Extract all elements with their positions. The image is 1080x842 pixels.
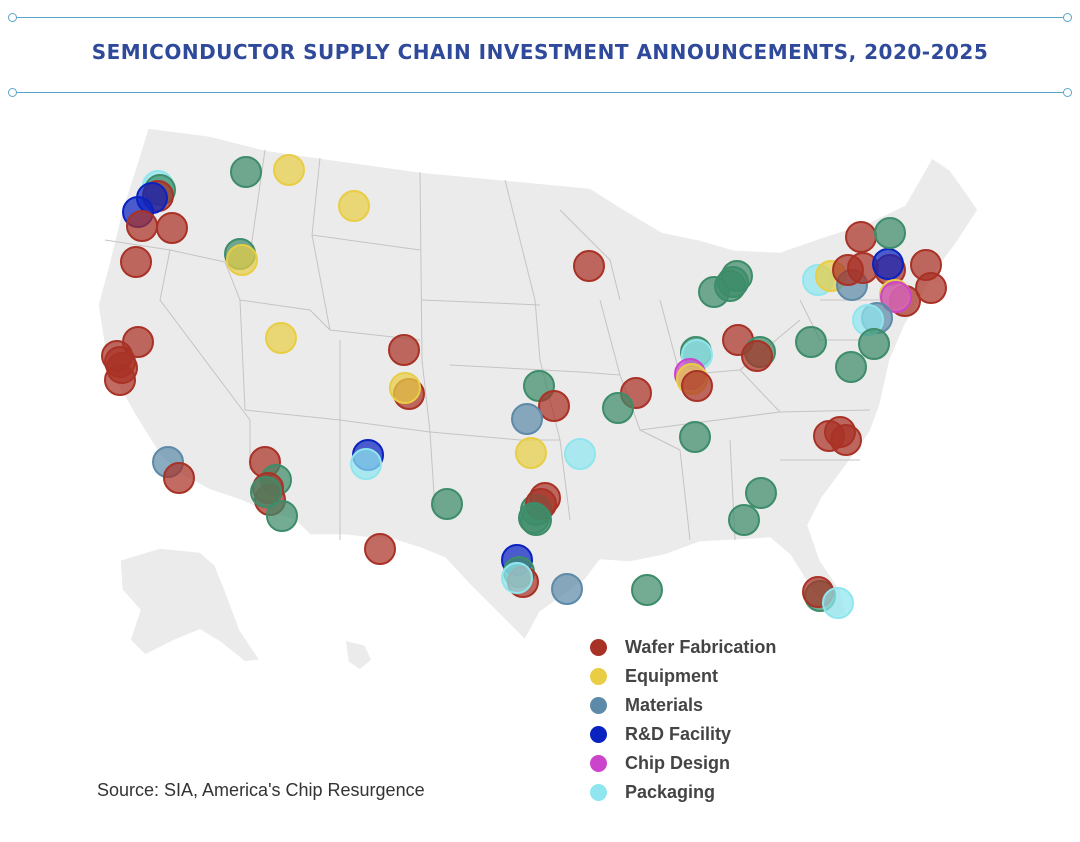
legend-swatch <box>590 755 607 772</box>
investment-marker-equipment[interactable] <box>389 372 421 404</box>
investment-marker-wafer[interactable] <box>538 390 570 422</box>
source-note: Source: SIA, America's Chip Resurgence <box>97 780 425 800</box>
investment-marker-other[interactable] <box>679 421 711 453</box>
investment-marker-other[interactable] <box>717 266 749 298</box>
top-rule <box>8 13 1072 22</box>
investment-marker-other[interactable] <box>250 476 282 508</box>
investment-marker-packaging[interactable] <box>822 587 854 619</box>
legend-swatch <box>590 784 607 801</box>
investment-marker-wafer[interactable] <box>830 424 862 456</box>
investment-marker-design[interactable] <box>880 281 912 313</box>
investment-marker-wafer[interactable] <box>364 533 396 565</box>
investment-marker-other[interactable] <box>520 504 552 536</box>
legend-item-rnd: R&D Facility <box>590 720 776 749</box>
legend-swatch <box>590 697 607 714</box>
alaska-inset <box>119 547 262 663</box>
title-rule <box>8 88 1072 97</box>
legend-label: Equipment <box>625 666 718 686</box>
investment-marker-materials[interactable] <box>511 403 543 435</box>
investment-marker-equipment[interactable] <box>338 190 370 222</box>
investment-marker-other[interactable] <box>728 504 760 536</box>
legend-item-design: Chip Design <box>590 749 776 778</box>
hawaii-inset <box>344 639 373 671</box>
investment-marker-equipment[interactable] <box>273 154 305 186</box>
investment-marker-other[interactable] <box>745 477 777 509</box>
legend-label: Materials <box>625 695 704 715</box>
investment-marker-wafer[interactable] <box>126 210 158 242</box>
legend-item-packaging: Packaging <box>590 778 776 807</box>
investment-marker-other[interactable] <box>431 488 463 520</box>
investment-marker-wafer[interactable] <box>163 462 195 494</box>
investment-marker-equipment[interactable] <box>265 322 297 354</box>
legend-label: Packaging <box>625 782 716 802</box>
investment-marker-wafer[interactable] <box>681 370 713 402</box>
investment-marker-wafer[interactable] <box>156 212 188 244</box>
investment-marker-materials[interactable] <box>551 573 583 605</box>
investment-marker-other[interactable] <box>230 156 262 188</box>
investment-marker-wafer[interactable] <box>915 272 947 304</box>
investment-marker-other[interactable] <box>631 574 663 606</box>
investment-marker-wafer[interactable] <box>845 221 877 253</box>
investment-marker-wafer[interactable] <box>573 250 605 282</box>
investment-marker-wafer[interactable] <box>104 364 136 396</box>
legend-item-materials: Materials <box>590 691 776 720</box>
investment-marker-packaging[interactable] <box>350 448 382 480</box>
investment-marker-other[interactable] <box>266 500 298 532</box>
investment-marker-wafer[interactable] <box>120 246 152 278</box>
page-title: SEMICONDUCTOR SUPPLY CHAIN INVESTMENT AN… <box>91 40 989 64</box>
legend-label: R&D Facility <box>625 724 732 744</box>
investment-marker-packaging[interactable] <box>564 438 596 470</box>
investment-marker-other[interactable] <box>874 217 906 249</box>
legend: Wafer Fabrication Equipment Materials R&D F… <box>590 633 776 807</box>
legend-item-equipment: Equipment <box>590 662 776 691</box>
investment-marker-other[interactable] <box>835 351 867 383</box>
investment-marker-wafer[interactable] <box>741 340 773 372</box>
investment-marker-packaging[interactable] <box>501 562 533 594</box>
legend-swatch <box>590 668 607 685</box>
investment-markers <box>101 154 947 619</box>
legend-label: Wafer Fabrication <box>625 637 777 657</box>
legend-swatch <box>590 726 607 743</box>
legend-item-wafer: Wafer Fabrication <box>590 633 776 662</box>
state-borders <box>104 149 890 541</box>
investment-marker-other[interactable] <box>795 326 827 358</box>
legend-label: Chip Design <box>625 753 731 773</box>
investment-marker-rnd[interactable] <box>872 248 904 280</box>
us-map <box>97 127 979 671</box>
investment-marker-other[interactable] <box>858 328 890 360</box>
legend-swatch <box>590 639 607 656</box>
investment-marker-equipment[interactable] <box>515 437 547 469</box>
investment-marker-other[interactable] <box>602 392 634 424</box>
investment-marker-equipment[interactable] <box>226 244 258 276</box>
investment-marker-wafer[interactable] <box>388 334 420 366</box>
